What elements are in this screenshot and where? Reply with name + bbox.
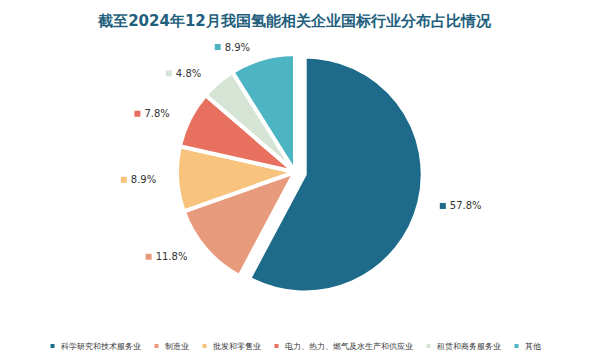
svg-text:4.8%: 4.8%	[176, 68, 201, 79]
svg-text:截至2024年12月我国氢能相关企业国标行业分布占比情况: 截至2024年12月我国氢能相关企业国标行业分布占比情况	[97, 12, 492, 30]
svg-text:11.8%: 11.8%	[156, 251, 188, 262]
svg-text:7.8%: 7.8%	[144, 108, 169, 119]
svg-text:租赁和商务服务业: 租赁和商务服务业	[437, 342, 501, 351]
svg-text:批发和零售业: 批发和零售业	[213, 342, 261, 351]
svg-text:科学研究和技术服务业: 科学研究和技术服务业	[61, 342, 141, 351]
svg-text:8.9%: 8.9%	[225, 42, 250, 53]
svg-text:制造业: 制造业	[165, 342, 189, 351]
svg-text:电力、热力、燃气及水生产和供应业: 电力、热力、燃气及水生产和供应业	[285, 342, 413, 351]
svg-text:57.8%: 57.8%	[450, 200, 482, 211]
svg-text:8.9%: 8.9%	[131, 174, 156, 185]
svg-text:其他: 其他	[525, 342, 541, 351]
